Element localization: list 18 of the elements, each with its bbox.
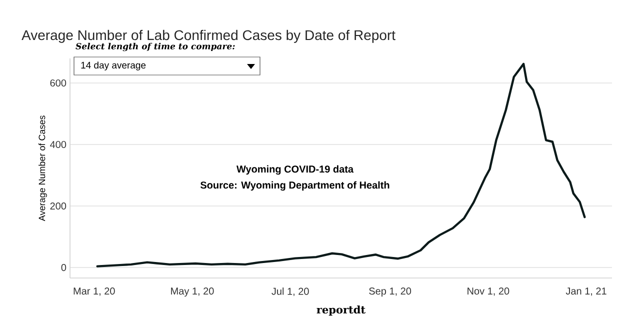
annotation: 14 day average — [81, 62, 146, 70]
y-tick-label: 0 — [61, 264, 66, 272]
x-tick-label: May 1, 20 — [171, 288, 214, 297]
y-tick-label: 600 — [50, 79, 66, 87]
x-axis-title: reportdt — [316, 305, 366, 316]
x-tick-label: Sep 1, 20 — [369, 288, 412, 297]
x-tick-label: Nov 1, 20 — [468, 288, 510, 296]
x-tick-label: Jan 1, 21 — [566, 288, 606, 296]
line-series — [96, 62, 586, 268]
y-tick-label: 200 — [50, 202, 66, 210]
x-tick-label: Mar 1, 20 — [74, 288, 115, 296]
annotation: Source: Wyoming Department of Health — [200, 181, 390, 191]
annotation: Wyoming COVID-19 data — [236, 165, 354, 175]
y-tick-label: 400 — [50, 140, 66, 148]
x-tick-label: Jul 1, 20 — [272, 288, 309, 296]
y-axis-title: Average Number of Cases — [38, 116, 47, 222]
chart-title: Average Number of Lab Confirmed Cases by Date of Report — [22, 30, 396, 43]
text: Select length of time to compare: — [76, 42, 235, 52]
